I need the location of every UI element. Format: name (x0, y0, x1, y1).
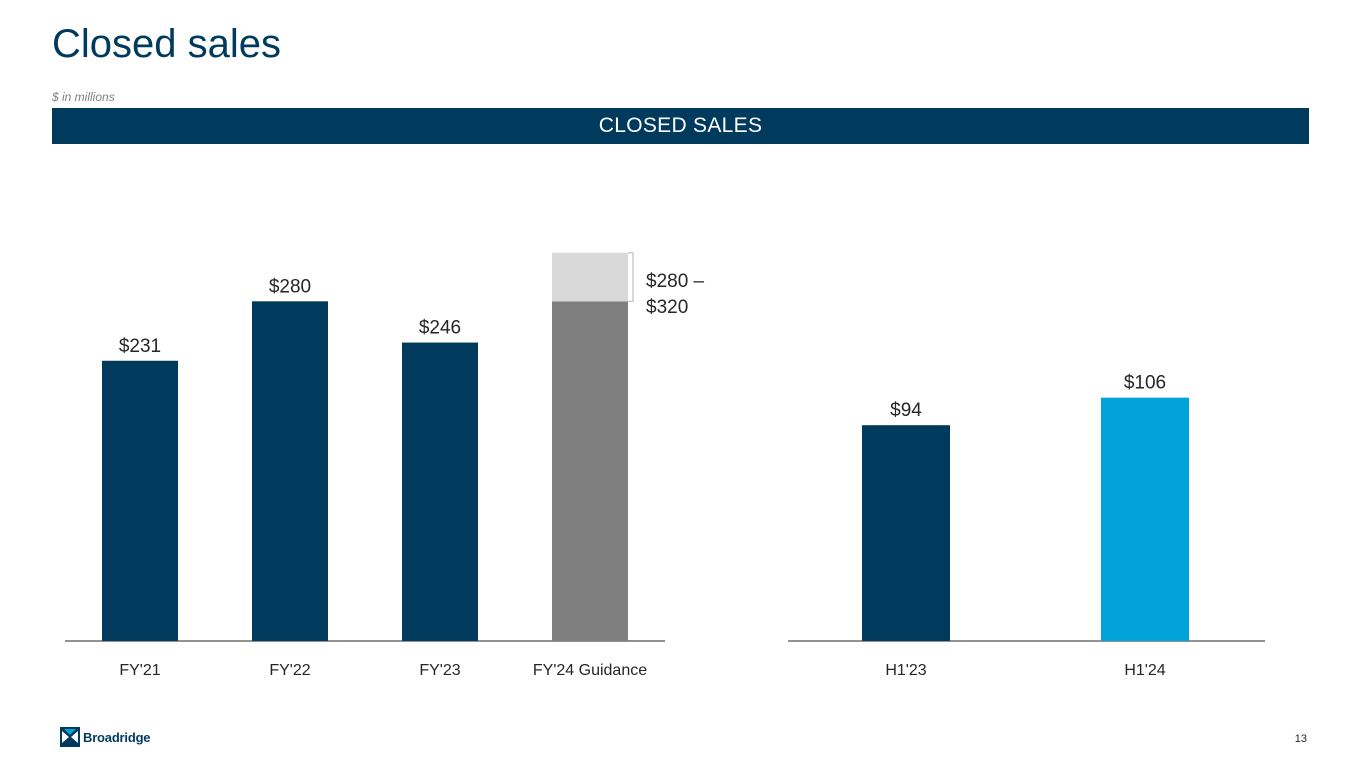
data-label: $246 (419, 318, 461, 339)
bar-fy-23 (402, 342, 478, 641)
page-title: Closed sales (52, 22, 282, 66)
guidance-range-label-low: $280 – (646, 271, 705, 292)
x-tick-label: H1'23 (885, 662, 926, 679)
annual-chart: $231 FY'21 $280 FY'22 $246 FY'23 $280 – $320 FY'… (65, 252, 705, 679)
broadridge-logo-icon (60, 727, 80, 747)
guidance-range-bracket (628, 252, 634, 302)
x-tick-label: H1'24 (1124, 662, 1165, 679)
bar-fy-21 (102, 360, 178, 641)
section-banner-label: CLOSED SALES (598, 114, 763, 137)
data-label: $106 (1124, 373, 1166, 394)
page-number: 13 (1294, 733, 1307, 745)
x-tick-label: FY'23 (419, 662, 460, 679)
bar-fy24-guidance-range (552, 252, 628, 302)
section-banner: CLOSED SALES (52, 108, 1309, 144)
bar-fy-22 (252, 301, 328, 641)
units-subtitle: $ in millions (52, 90, 115, 104)
bar-fy24-guidance-low (552, 301, 628, 641)
half-year-chart: $94 H1'23 $106 H1'24 (788, 373, 1265, 679)
x-tick-label: FY'22 (269, 662, 310, 679)
broadridge-logo: Broadridge (60, 727, 151, 747)
bar-h1-24 (1101, 397, 1189, 641)
bar-h1-23 (862, 425, 950, 641)
data-label: $94 (890, 400, 922, 421)
x-tick-label: FY'21 (119, 662, 160, 679)
data-label: $231 (119, 336, 161, 357)
x-tick-label: FY'24 Guidance (533, 662, 647, 679)
data-label: $280 (269, 276, 311, 297)
guidance-range-label-high: $320 (646, 297, 688, 318)
broadridge-logo-text: Broadridge (83, 729, 151, 745)
